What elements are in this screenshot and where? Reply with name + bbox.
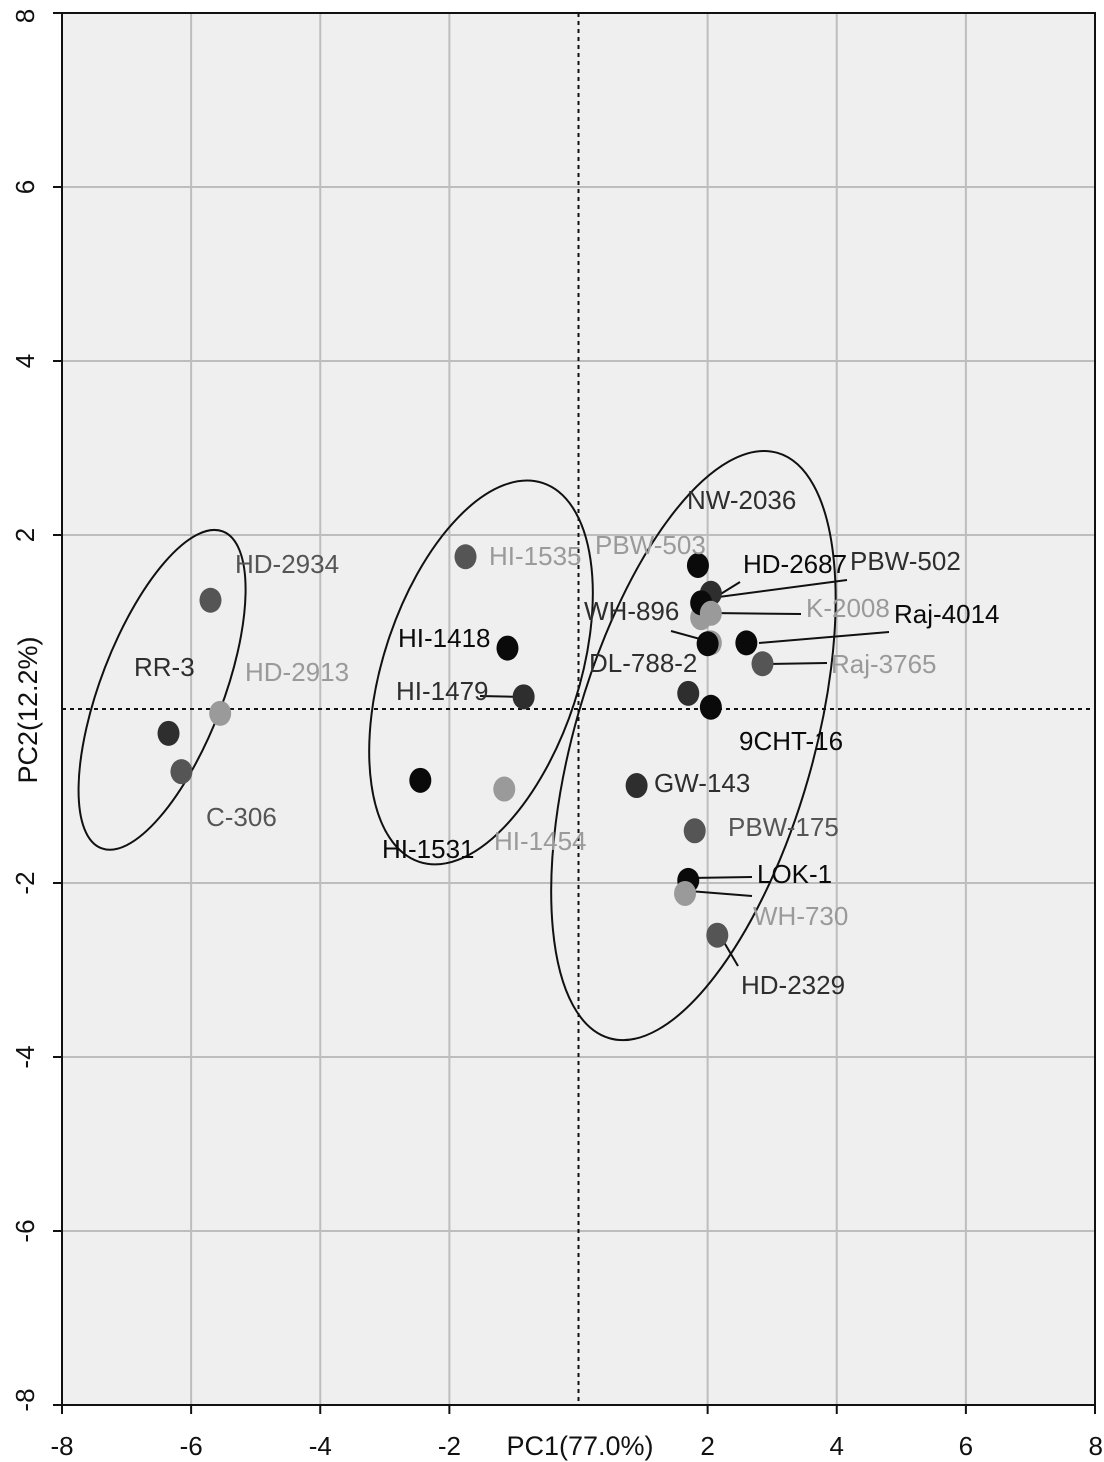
point-label: Raj-3765 xyxy=(831,649,937,679)
data-point xyxy=(170,759,193,785)
leader-line xyxy=(689,876,753,879)
point-label: WH-730 xyxy=(753,901,848,931)
plot-frame xyxy=(61,12,1096,1406)
y-tick-label: -2 xyxy=(10,871,40,894)
y-tick-label: 2 xyxy=(10,528,40,542)
data-point xyxy=(696,631,719,657)
data-point xyxy=(209,700,232,726)
point-label: HI-1454 xyxy=(494,826,587,856)
point-label: HI-1479 xyxy=(396,676,489,706)
x-tick-label: -4 xyxy=(309,1431,332,1461)
data-point xyxy=(735,630,758,656)
axis-ticks: -8 -6 -4 -2 2 4 6 8 -8 -6 -4 -2 2 4 6 8 xyxy=(10,9,1103,1461)
data-point xyxy=(199,587,222,613)
data-point xyxy=(677,680,700,706)
cluster-ellipse-2 xyxy=(368,479,594,866)
y-axis-title: PC2(12.2%) xyxy=(13,636,43,783)
leader-line xyxy=(758,631,890,644)
point-label: WH-896 xyxy=(584,596,679,626)
point-labels: HD-2934 HD-2913 RR-3 C-306 HI-1535 HI-1418 HI-… xyxy=(134,485,1000,1000)
leader-line xyxy=(710,612,802,615)
leader-line xyxy=(767,662,828,665)
point-label: HD-2329 xyxy=(741,970,845,1000)
point-label: HD-2913 xyxy=(245,657,349,687)
point-label: PBW-502 xyxy=(850,546,961,576)
point-label: C-306 xyxy=(206,802,277,832)
point-label: PBW-503 xyxy=(595,530,706,560)
point-label: K-2008 xyxy=(806,593,890,623)
point-label: DL-788-2 xyxy=(589,648,697,678)
data-point xyxy=(674,880,697,906)
data-point xyxy=(496,635,519,661)
point-label: PBW-175 xyxy=(728,812,839,842)
leader-line xyxy=(710,579,848,599)
point-label: 9CHT-16 xyxy=(739,726,843,756)
y-tick-label: 8 xyxy=(10,9,40,23)
data-point xyxy=(706,922,729,948)
y-tick-label: 6 xyxy=(10,180,40,194)
cluster-ellipse-3 xyxy=(550,449,837,1042)
x-tick-label: -8 xyxy=(50,1431,73,1461)
x-tick-label: -2 xyxy=(438,1431,461,1461)
data-point xyxy=(686,552,709,578)
x-tick-label: 4 xyxy=(830,1431,844,1461)
x-tick-label: -6 xyxy=(180,1431,203,1461)
point-label: HD-2934 xyxy=(235,549,339,579)
data-point xyxy=(699,600,722,626)
data-point xyxy=(683,818,706,844)
point-label: LOK-1 xyxy=(757,859,832,889)
point-label: HI-1535 xyxy=(489,541,582,571)
point-label: NW-2036 xyxy=(687,485,796,515)
data-point xyxy=(625,773,648,799)
data-point xyxy=(493,776,516,802)
data-point xyxy=(409,767,432,793)
reference-lines xyxy=(62,13,1095,1405)
data-point xyxy=(454,544,477,570)
x-tick-label: 6 xyxy=(959,1431,973,1461)
point-label: HI-1531 xyxy=(382,834,475,864)
data-point xyxy=(699,694,722,720)
point-label: GW-143 xyxy=(654,768,750,798)
y-tick-label: 4 xyxy=(10,354,40,368)
y-tick-label: -6 xyxy=(10,1219,40,1242)
x-axis-title: PC1(77.0%) xyxy=(506,1431,653,1461)
data-point xyxy=(157,720,180,746)
point-label: HD-2687 xyxy=(743,549,847,579)
y-tick-label: -8 xyxy=(10,1388,40,1411)
x-tick-label: 8 xyxy=(1089,1431,1103,1461)
y-tick-label: -4 xyxy=(10,1045,40,1068)
data-points xyxy=(157,544,774,948)
leader-line xyxy=(688,890,753,897)
data-point xyxy=(751,651,774,677)
point-label: Raj-4014 xyxy=(894,599,1000,629)
point-label: RR-3 xyxy=(134,652,195,682)
data-point xyxy=(512,684,535,710)
point-label: HI-1418 xyxy=(398,623,491,653)
x-tick-label: 2 xyxy=(700,1431,714,1461)
leader-lines xyxy=(479,579,890,967)
